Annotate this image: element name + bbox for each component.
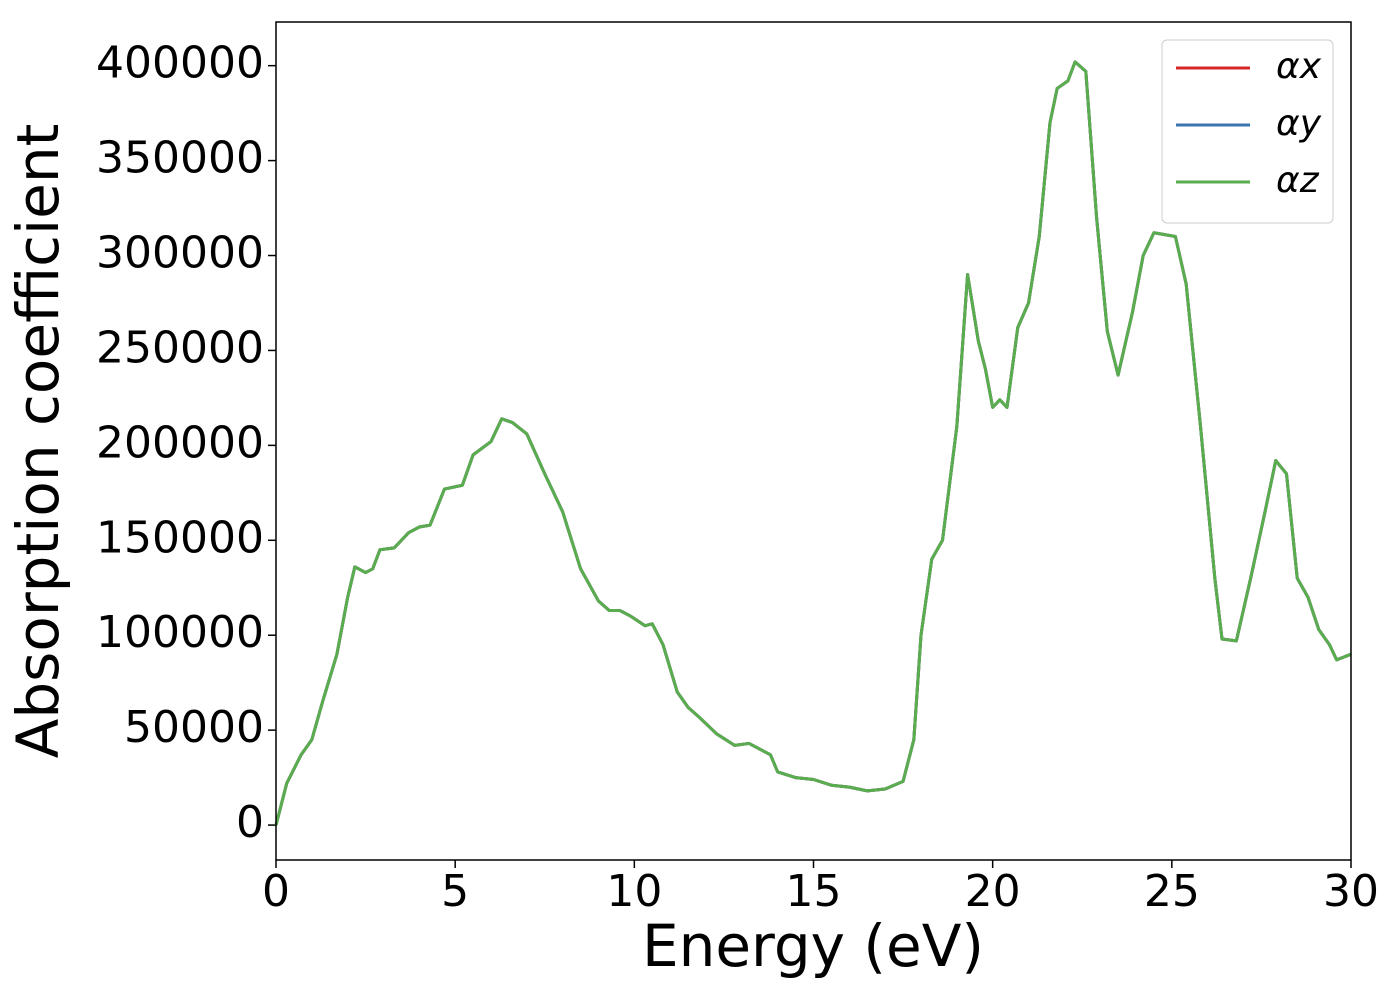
y-tick-label: 300000 (96, 228, 264, 279)
x-tick-label: 15 (786, 866, 842, 917)
plot-frame (275, 21, 1352, 861)
y-tick-label: 0 (236, 797, 264, 848)
x-tick-label: 30 (1323, 866, 1379, 917)
legend-label: αy (1276, 103, 1322, 144)
y-tick-label: 350000 (96, 133, 264, 184)
legend-box (1161, 39, 1334, 224)
legend-label: αz (1276, 160, 1320, 201)
y-tick-label: 100000 (96, 607, 264, 658)
y-axis-label: Absorption coefficient (4, 124, 72, 759)
y-tick-label: 400000 (96, 38, 264, 89)
x-tick-label: 10 (606, 866, 662, 917)
legend-label: αx (1276, 46, 1322, 87)
x-axis-label: Energy (eV) (642, 912, 984, 980)
y-tick-label: 200000 (96, 417, 264, 468)
x-tick-label: 5 (441, 866, 469, 917)
x-tick-label: 25 (1144, 866, 1200, 917)
y-tick-label: 150000 (96, 512, 264, 563)
x-tick-label: 20 (965, 866, 1021, 917)
data-line (274, 60, 1352, 826)
y-tick-label: 50000 (124, 702, 264, 753)
x-tick-label: 0 (262, 866, 290, 917)
y-tick-label: 250000 (96, 322, 264, 373)
